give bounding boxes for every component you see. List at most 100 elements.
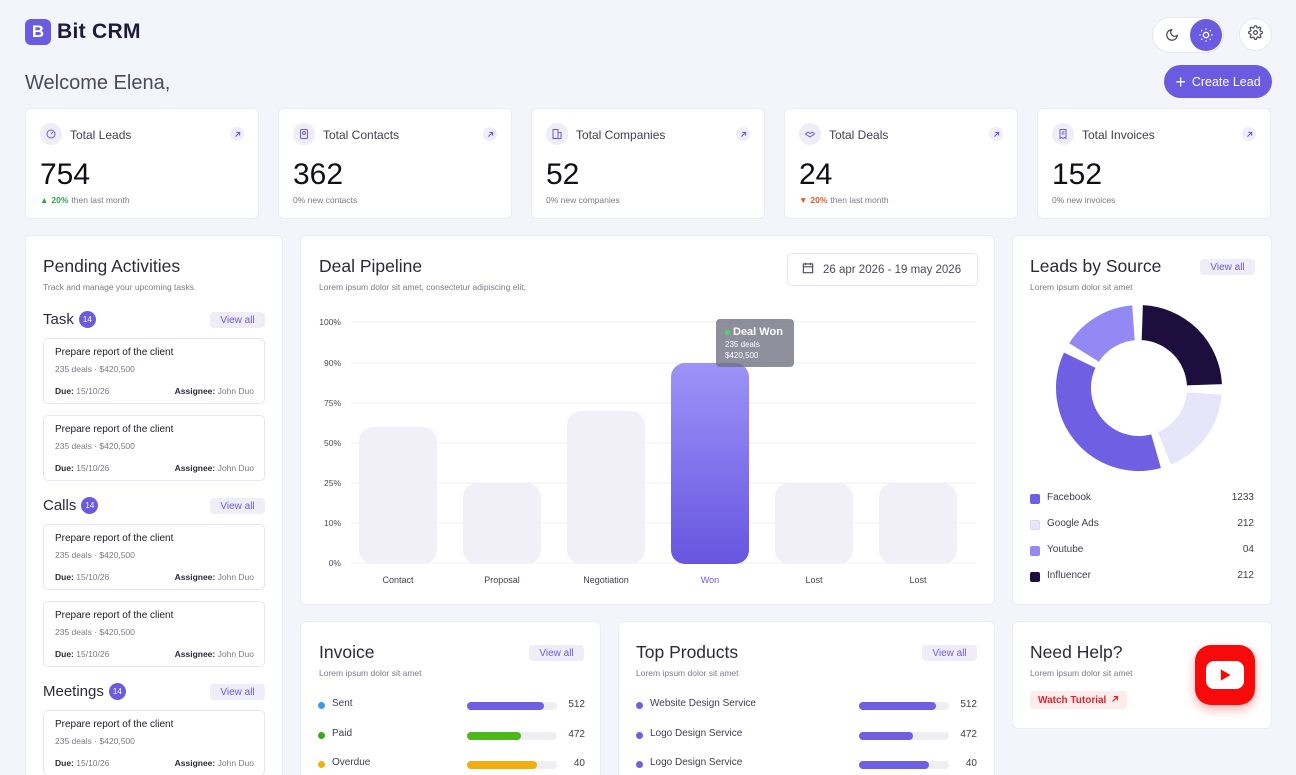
x-tick-label: Won (701, 575, 719, 585)
watch-tutorial-button[interactable]: Watch Tutorial (1030, 691, 1128, 709)
status-dot-icon (636, 731, 643, 739)
triangle-down-icon: ▼ (799, 195, 808, 205)
count-badge: 14 (78, 311, 96, 328)
activity-meta: 235 deals · $420,500 (55, 627, 135, 637)
stat-label: Total Companies (576, 128, 666, 142)
progress-track (859, 761, 949, 769)
products-row[interactable]: Logo Design Service 40 (636, 757, 978, 773)
arrow-up-right-icon[interactable] (1242, 127, 1256, 141)
activity-item[interactable]: Prepare report of the client 235 deals · … (43, 710, 265, 775)
products-item-name: Logo Design Service (650, 727, 743, 739)
activity-due: Due: 15/10/26 (55, 649, 109, 659)
y-tick-label: 90% (324, 358, 341, 368)
progress-fill (859, 702, 937, 710)
calls-view-all-button[interactable]: View all (210, 498, 265, 514)
stat-card-total-contacts[interactable]: Total Contacts 362 0% new contacts (278, 108, 512, 219)
contacts-icon (293, 123, 315, 145)
activity-title: Prepare report of the client (55, 533, 174, 544)
app-logo[interactable]: B Bit CRM (25, 19, 141, 45)
bar-negotiation (567, 411, 645, 564)
invoice-view-all-button[interactable]: View all (529, 645, 584, 661)
y-tick-label: 75% (324, 398, 341, 408)
companies-icon (546, 123, 568, 145)
arrow-up-right-icon[interactable] (230, 127, 244, 141)
create-lead-label: Create Lead (1191, 74, 1261, 89)
bar-proposal (463, 483, 541, 564)
arrow-up-right-icon[interactable] (989, 127, 1003, 141)
invoice-row[interactable]: Sent 512 (318, 698, 586, 714)
stat-card-total-invoices[interactable]: Total Invoices 152 0% new invoices (1037, 108, 1271, 219)
deal-tooltip: Deal Won 235 deals $420,500 (716, 319, 794, 367)
activity-item[interactable]: Prepare report of the client 235 deals · … (43, 415, 265, 481)
youtube-logo-icon[interactable] (1195, 645, 1255, 705)
tooltip-deals: 235 deals (725, 340, 760, 349)
meetings-view-all-button[interactable]: View all (210, 684, 265, 700)
stat-label: Total Invoices (1082, 128, 1155, 142)
moon-icon[interactable] (1158, 21, 1186, 49)
stat-change: ▲ 20% then last month (40, 195, 130, 205)
arrow-up-right-icon[interactable] (736, 127, 750, 141)
activity-item[interactable]: Prepare report of the client 235 deals · … (43, 601, 265, 667)
pending-subtitle: Track and manage your upcoming tasks. (43, 282, 197, 292)
stat-value: 754 (40, 158, 91, 191)
due-date: 15/10/26 (76, 386, 110, 396)
status-dot-icon (318, 702, 325, 709)
date-range-picker[interactable]: 26 apr 2026 - 19 may 2026 (787, 253, 978, 286)
products-item-value: 40 (965, 758, 977, 769)
stat-change: 0% new invoices (1052, 195, 1115, 205)
pipeline-title: Deal Pipeline (319, 256, 423, 276)
activity-title: Prepare report of the client (55, 424, 174, 435)
products-view-all-button[interactable]: View all (922, 645, 977, 661)
deal-pipeline-card: Deal Pipeline Lorem ipsum dolor sit amet… (300, 235, 995, 605)
task-view-all-button[interactable]: View all (210, 312, 265, 328)
create-lead-button[interactable]: + Create Lead (1164, 65, 1272, 98)
plus-icon: + (1175, 71, 1186, 92)
help-subtitle: Lorem ipsum dolor sit amet (1030, 668, 1133, 678)
count-badge: 14 (108, 683, 126, 700)
arrow-up-right-icon[interactable] (483, 127, 497, 141)
activity-item[interactable]: Prepare report of the client 235 deals · … (43, 524, 265, 590)
progress-track (467, 731, 557, 740)
invoice-item-value: 512 (568, 699, 585, 710)
assignee-name: John Duo (217, 649, 254, 659)
stat-change: 0% new companies (546, 195, 620, 205)
stat-change-suffix: 0% new contacts (293, 195, 358, 205)
due-date: 15/10/26 (76, 572, 110, 582)
legend-value: 212 (1237, 518, 1254, 529)
assignee-name: John Duo (217, 386, 254, 396)
sun-icon[interactable] (1190, 19, 1222, 51)
bar-won (671, 363, 749, 564)
leads-by-source-card: Leads by Source Lorem ipsum dolor sit am… (1012, 235, 1272, 605)
products-row[interactable]: Website Design Service 512 (636, 698, 978, 714)
stat-card-total-deals[interactable]: Total Deals 24 ▼ 20% then last month (784, 108, 1018, 219)
activity-title: Prepare report of the client (55, 347, 174, 358)
invoice-row[interactable]: Paid 472 (318, 728, 586, 744)
due-label: Due: (55, 386, 74, 396)
progress-track (859, 731, 949, 740)
invoices-icon (1052, 123, 1074, 145)
count-badge: 14 (81, 497, 99, 514)
tooltip-dot-icon (725, 329, 730, 335)
settings-button[interactable] (1239, 18, 1272, 51)
activity-assignee: Assignee: John Duo (175, 386, 254, 396)
activity-item[interactable]: Prepare report of the client 235 deals · … (43, 338, 265, 404)
stat-change: 0% new contacts (293, 195, 357, 205)
assignee-label: Assignee: (174, 386, 216, 396)
stat-card-total-companies[interactable]: Total Companies 52 0% new companies (531, 108, 765, 219)
y-tick-label: 10% (324, 518, 341, 528)
legend-item-facebook: Facebook 1233 (1030, 492, 1254, 506)
products-row[interactable]: Logo Design Service 472 (636, 728, 978, 744)
need-help-card: Need Help? Lorem ipsum dolor sit amet Wa… (1012, 621, 1272, 729)
leads-source-view-all-button[interactable]: View all (1200, 259, 1255, 275)
bar-lost (775, 483, 853, 564)
invoice-item-name: Sent (332, 698, 353, 709)
invoice-row[interactable]: Overdue 40 (318, 757, 586, 773)
stat-value: 152 (1052, 158, 1103, 191)
stat-card-total-leads[interactable]: Total Leads 754 ▲ 20% then last month (25, 108, 259, 219)
google-ads-slice (1155, 390, 1224, 467)
activity-meta: 235 deals · $420,500 (55, 364, 135, 374)
gear-icon (1248, 24, 1263, 45)
leads-donut-chart (1054, 303, 1224, 473)
legend-item-google-ads: Google Ads 212 (1030, 518, 1254, 532)
x-tick-label: Lost (805, 575, 823, 585)
